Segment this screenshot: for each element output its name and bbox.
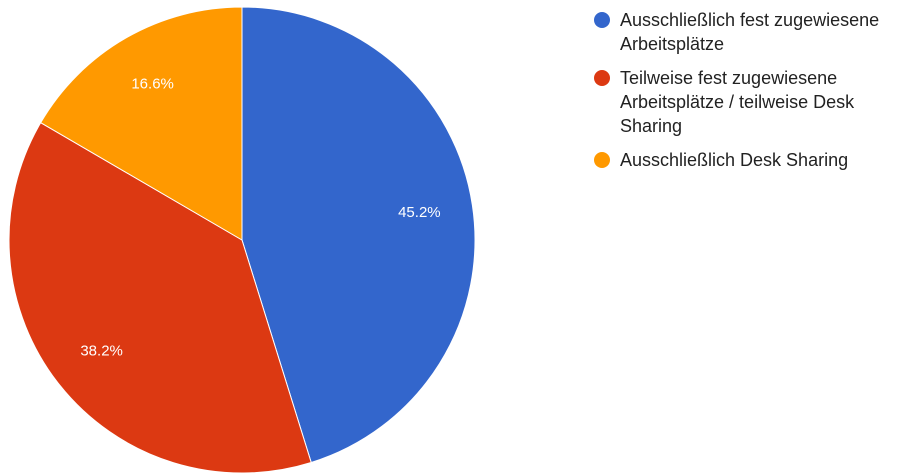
pie-slice	[8, 121, 312, 474]
slice-label: 38.2%	[80, 343, 123, 360]
legend: Ausschließlich fest zugewiesene Arbeitsp…	[594, 8, 904, 182]
legend-swatch	[594, 152, 610, 168]
pie-slice	[241, 6, 476, 464]
legend-item: Ausschließlich Desk Sharing	[594, 148, 904, 172]
pie-slice	[40, 6, 243, 241]
legend-label: Ausschließlich fest zugewiesene Arbeitsp…	[620, 10, 880, 54]
legend-item: Teilweise fest zugewiesene Arbeitsplätze…	[594, 66, 904, 138]
slice-label: 16.6%	[131, 75, 174, 92]
legend-label: Ausschließlich Desk Sharing	[620, 150, 849, 170]
slice-label: 45.2%	[398, 204, 441, 221]
legend-item: Ausschließlich fest zugewiesene Arbeitsp…	[594, 8, 904, 56]
chart: 45.2% 38.2% 16.6%	[8, 6, 476, 474]
legend-swatch	[594, 12, 610, 28]
legend-swatch	[594, 70, 610, 86]
legend-label: Teilweise fest zugewiesene Arbeitsplätze…	[620, 68, 855, 136]
